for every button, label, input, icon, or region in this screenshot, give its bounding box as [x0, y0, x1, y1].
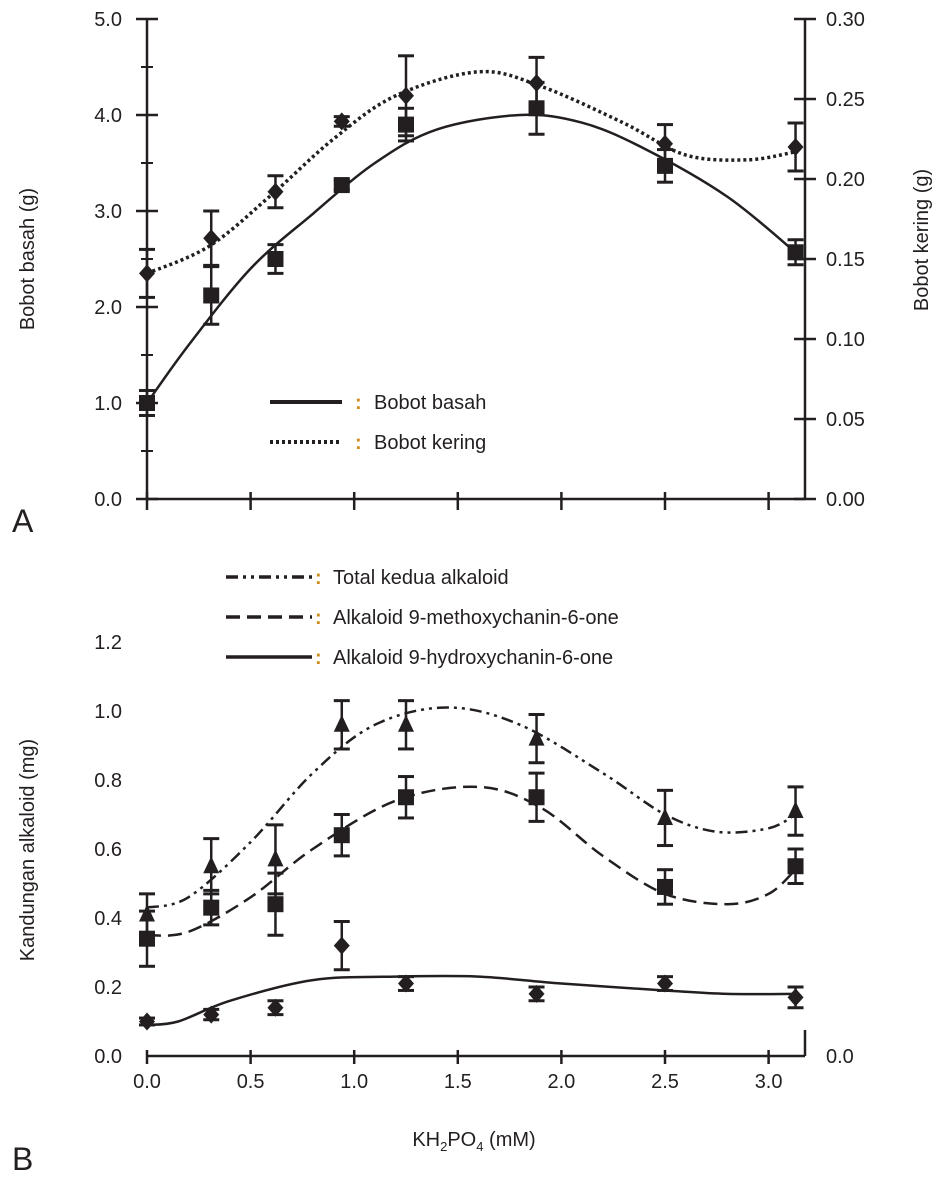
legend-colon: : [355, 392, 362, 414]
y2-tick-label: 0.00 [826, 489, 865, 511]
series-1 [139, 701, 804, 936]
x-tick-label: 3.0 [755, 1071, 783, 1093]
data-point [267, 896, 283, 912]
data-point [788, 138, 804, 156]
y-tick-label: 3.0 [94, 201, 122, 223]
data-point [334, 715, 350, 732]
x-axis-title-part: 4 [476, 1139, 483, 1154]
panel-b: 0.0 0.2 0.4 0.6 0.8 1.0 1.2 0.0 0.0 0.5 1.0 1.5 2.0 2… [12, 567, 854, 1177]
data-point [203, 900, 219, 916]
data-point [139, 264, 155, 282]
y-tick-label: 0.6 [94, 839, 122, 861]
y2-tick-label: 0.20 [826, 169, 865, 191]
legend-label: Alkaloid 9-hydroxychanin-6-one [333, 647, 613, 669]
legend-colon: : [355, 432, 362, 454]
panel-letter: A [12, 503, 34, 539]
legend-colon: : [315, 647, 322, 669]
trend-line [147, 787, 796, 936]
data-point [267, 251, 283, 267]
data-point [788, 988, 804, 1006]
y-axis-title: Bobot basah (g) [17, 188, 39, 330]
data-point [529, 789, 545, 805]
y-axis-title: Kandungan alkaloid (mg) [17, 739, 39, 961]
data-point [139, 1013, 155, 1031]
data-point [657, 879, 673, 895]
panel-a: 0.0 1.0 2.0 3.0 4.0 5.0 0.00 0.05 0.10 0.15 0.20 0.… [12, 9, 933, 539]
y-tick-label: 2.0 [94, 297, 122, 319]
data-point [334, 177, 350, 193]
x-tick-label: 1.5 [444, 1071, 472, 1093]
x-axis-title-part: PO [447, 1129, 476, 1151]
x-tick-label: 0.0 [133, 1071, 161, 1093]
x-tick-label: 1.0 [340, 1071, 368, 1093]
legend: : Bobot basah: Bobot kering [270, 392, 486, 454]
data-point [203, 856, 219, 873]
panel-letter: B [12, 1141, 33, 1177]
data-point [529, 74, 545, 92]
data-point [398, 715, 414, 732]
trend-line [147, 72, 796, 274]
y-tick-label: 1.2 [94, 632, 122, 654]
x-axis-title-part: KH [412, 1129, 440, 1151]
data-point [139, 395, 155, 411]
data-point [139, 931, 155, 947]
y2-tick-label: 0.30 [826, 9, 865, 31]
x-axis-title-part: (mM) [483, 1129, 535, 1151]
y2-tick-label: 0.0 [826, 1046, 854, 1068]
series-2 [139, 56, 804, 298]
x-tick-label: 2.0 [547, 1071, 575, 1093]
trend-line [147, 976, 796, 1025]
y-tick-label: 5.0 [94, 9, 122, 31]
x-tick-label: 0.5 [237, 1071, 265, 1093]
x-tick-label: 2.5 [651, 1071, 679, 1093]
y2-axis-title: Bobot kering (g) [911, 169, 933, 311]
data-point [334, 937, 350, 955]
data-point [203, 229, 219, 247]
data-point [203, 287, 219, 303]
data-point [334, 827, 350, 843]
y2-tick-label: 0.10 [826, 329, 865, 351]
series-1 [139, 82, 804, 415]
y-tick-label: 4.0 [94, 105, 122, 127]
series-2 [139, 773, 804, 966]
y2-tick-label: 0.25 [826, 89, 865, 111]
legend: : Total kedua alkaloid: Alkaloid 9-methoxy… [226, 567, 619, 669]
legend-label: Bobot basah [374, 392, 486, 414]
legend-label: Bobot kering [374, 432, 486, 454]
y-tick-label: 0.0 [94, 1046, 122, 1068]
y-tick-label: 0.2 [94, 977, 122, 999]
y-tick-label: 1.0 [94, 701, 122, 723]
data-point [788, 244, 804, 260]
series-3 [139, 921, 804, 1030]
legend-label: Total kedua alkaloid [333, 567, 509, 589]
y2-tick-label: 0.05 [826, 409, 865, 431]
data-point [788, 858, 804, 874]
x-axis-title-part: 2 [440, 1139, 447, 1154]
trend-line [147, 708, 796, 908]
data-point [788, 801, 804, 818]
legend-colon: : [315, 607, 322, 629]
y-tick-label: 0.8 [94, 770, 122, 792]
legend-colon: : [315, 567, 322, 589]
x-axis-title: KH2PO4 (mM) [412, 1129, 535, 1154]
y-tick-label: 0.4 [94, 908, 122, 930]
y2-tick-label: 0.15 [826, 249, 865, 271]
legend-label: Alkaloid 9-methoxychanin-6-one [333, 607, 619, 629]
y-tick-label: 0.0 [94, 489, 122, 511]
y-tick-label: 1.0 [94, 393, 122, 415]
data-point [267, 849, 283, 866]
data-point [398, 789, 414, 805]
